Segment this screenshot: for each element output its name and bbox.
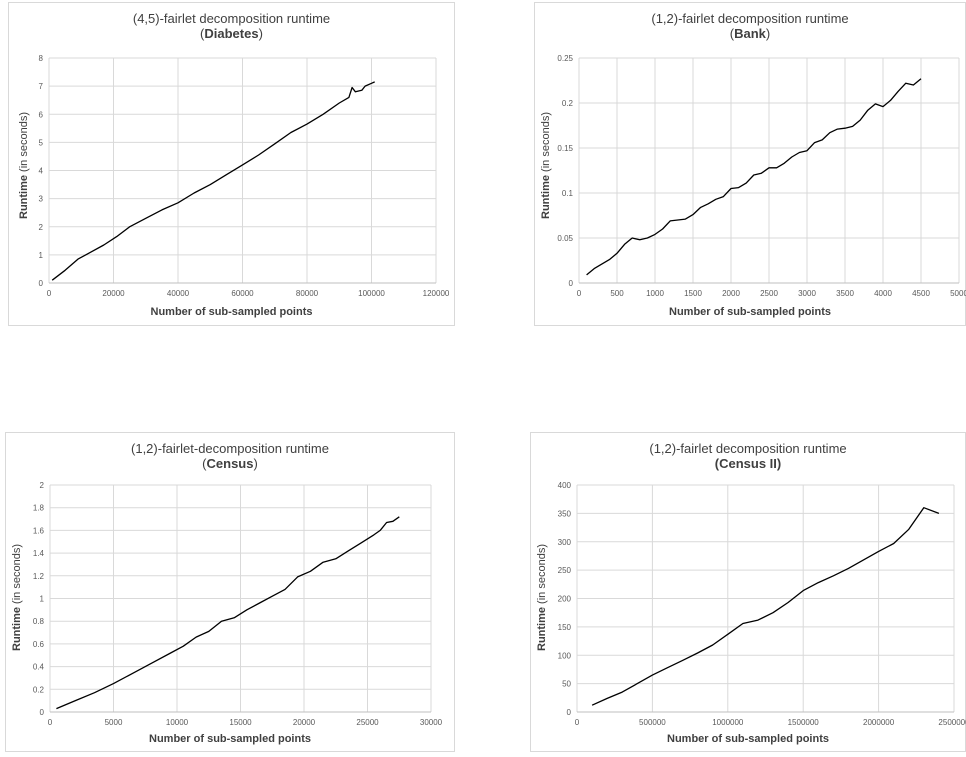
y-tick-label: 2 bbox=[39, 223, 44, 232]
chart-panel-diabetes: 0 20000 40000 60000 80000 100000 120000 0 1 2 3 4 5 6… bbox=[8, 2, 455, 326]
plot-area: 0 5000 10000 15000 20000 25000 30000 0 0.2 0.4 0.6… bbox=[33, 481, 443, 727]
y-tick-label: 0 bbox=[39, 279, 44, 288]
y-tick-label: 6 bbox=[39, 110, 44, 119]
x-tick-label: 1000000 bbox=[712, 718, 744, 727]
y-tick-label: 5 bbox=[39, 138, 44, 147]
y-tick-label: 150 bbox=[558, 623, 572, 632]
y-tick-label: 50 bbox=[562, 680, 571, 689]
y-tick-label: 3 bbox=[39, 195, 44, 204]
plot-area: 0 500 1000 1500 2000 2500 3000 3500 4000 4500 5000… bbox=[557, 54, 966, 298]
x-axis-label: Number of sub-sampled points bbox=[669, 306, 831, 318]
chart-panel-census: 0 5000 10000 15000 20000 25000 30000 0 0.2 0.4 0.6… bbox=[5, 432, 455, 752]
x-tick-label: 30000 bbox=[420, 718, 443, 727]
x-tick-label: 4000 bbox=[874, 289, 892, 298]
y-tick-label: 2 bbox=[40, 481, 45, 490]
y-tick-label: 7 bbox=[39, 82, 44, 91]
x-tick-label: 40000 bbox=[167, 289, 190, 298]
y-axis-label: Runtime (in seconds) bbox=[540, 112, 552, 219]
y-tick-label: 0.2 bbox=[562, 99, 574, 108]
x-tick-label: 0 bbox=[577, 289, 582, 298]
x-axis-label: Number of sub-sampled points bbox=[149, 733, 311, 745]
chart-subtitle: (Diabetes) bbox=[200, 26, 263, 41]
series-line bbox=[51, 81, 375, 281]
chart-panel-bank: 0 500 1000 1500 2000 2500 3000 3500 4000 4500 5000… bbox=[534, 2, 966, 326]
x-tick-label: 5000 bbox=[950, 289, 966, 298]
x-tick-label: 2000 bbox=[722, 289, 740, 298]
y-tick-label: 1.4 bbox=[33, 549, 45, 558]
x-tick-label: 500000 bbox=[639, 718, 666, 727]
chart-subtitle: (Census) bbox=[202, 456, 258, 471]
series-line bbox=[586, 78, 922, 276]
y-tick-label: 4 bbox=[39, 167, 44, 176]
x-tick-label: 10000 bbox=[166, 718, 189, 727]
x-tick-label: 1500000 bbox=[788, 718, 820, 727]
y-tick-label: 0 bbox=[569, 279, 574, 288]
x-tick-label: 60000 bbox=[231, 289, 254, 298]
y-tick-label: 0.15 bbox=[557, 144, 573, 153]
y-tick-label: 1 bbox=[39, 251, 44, 260]
plot-area: 0 20000 40000 60000 80000 100000 120000 0 1 2 3 4 5 6… bbox=[39, 54, 450, 298]
y-tick-label: 0.4 bbox=[33, 663, 45, 672]
x-tick-label: 4500 bbox=[912, 289, 930, 298]
y-tick-label: 0 bbox=[567, 708, 572, 717]
x-tick-label: 120000 bbox=[423, 289, 450, 298]
x-tick-label: 2500 bbox=[760, 289, 778, 298]
x-tick-label: 20000 bbox=[102, 289, 125, 298]
y-axis-label: Runtime (in seconds) bbox=[11, 544, 23, 651]
x-axis-label: Number of sub-sampled points bbox=[667, 733, 829, 745]
x-tick-label: 0 bbox=[47, 289, 52, 298]
y-tick-label: 0.25 bbox=[557, 54, 573, 63]
y-tick-label: 0.1 bbox=[562, 189, 574, 198]
chart-subtitle: (Census II) bbox=[714, 456, 782, 471]
y-tick-label: 300 bbox=[558, 538, 572, 547]
y-tick-label: 1.8 bbox=[33, 504, 45, 513]
x-tick-label: 100000 bbox=[358, 289, 385, 298]
y-tick-label: 1 bbox=[40, 595, 45, 604]
x-tick-label: 20000 bbox=[293, 718, 316, 727]
y-tick-label: 0.05 bbox=[557, 234, 573, 243]
y-tick-label: 1.2 bbox=[33, 572, 45, 581]
x-tick-label: 25000 bbox=[356, 718, 379, 727]
y-tick-label: 200 bbox=[558, 595, 572, 604]
x-tick-label: 0 bbox=[575, 718, 580, 727]
y-tick-label: 8 bbox=[39, 54, 44, 63]
x-axis-label: Number of sub-sampled points bbox=[150, 306, 313, 318]
x-tick-label: 5000 bbox=[105, 718, 123, 727]
chart-title: (1,2)-fairlet-decomposition runtime (Cen… bbox=[6, 441, 454, 471]
y-tick-label: 100 bbox=[558, 651, 572, 660]
x-tick-label: 1500 bbox=[684, 289, 702, 298]
series-line bbox=[591, 507, 940, 706]
chart-title: (1,2)-fairlet decomposition runtime (Cen… bbox=[531, 441, 965, 471]
chart-subtitle: (Bank) bbox=[729, 26, 771, 41]
y-tick-label: 1.6 bbox=[33, 526, 45, 535]
y-tick-label: 0.6 bbox=[33, 640, 45, 649]
y-tick-label: 0.2 bbox=[33, 685, 45, 694]
chart-title-line: (1,2)-fairlet decomposition runtime bbox=[649, 441, 847, 456]
x-tick-label: 500 bbox=[610, 289, 624, 298]
chart-title: (1,2)-fairlet decomposition runtime (Ban… bbox=[535, 11, 965, 41]
x-tick-label: 2000000 bbox=[863, 718, 895, 727]
x-tick-label: 0 bbox=[48, 718, 53, 727]
y-axis-label: Runtime (in seconds) bbox=[18, 112, 30, 219]
chart-title: (4,5)-fairlet decomposition runtime (Dia… bbox=[9, 11, 454, 41]
x-tick-label: 3500 bbox=[836, 289, 854, 298]
x-tick-label: 15000 bbox=[229, 718, 252, 727]
y-tick-label: 0 bbox=[40, 708, 45, 717]
y-tick-label: 350 bbox=[558, 509, 572, 518]
series-line bbox=[56, 516, 400, 710]
y-tick-label: 400 bbox=[558, 481, 572, 490]
x-tick-label: 1000 bbox=[646, 289, 664, 298]
chart-title-line: (1,2)-fairlet-decomposition runtime bbox=[131, 441, 329, 456]
chart-title-line: (4,5)-fairlet decomposition runtime bbox=[132, 11, 331, 26]
x-tick-label: 80000 bbox=[296, 289, 319, 298]
chart-title-line: (1,2)-fairlet decomposition runtime bbox=[651, 11, 849, 26]
x-tick-label: 3000 bbox=[798, 289, 816, 298]
y-tick-label: 0.8 bbox=[33, 617, 45, 626]
y-axis-label: Runtime (in seconds) bbox=[536, 544, 548, 651]
y-tick-label: 250 bbox=[558, 566, 572, 575]
